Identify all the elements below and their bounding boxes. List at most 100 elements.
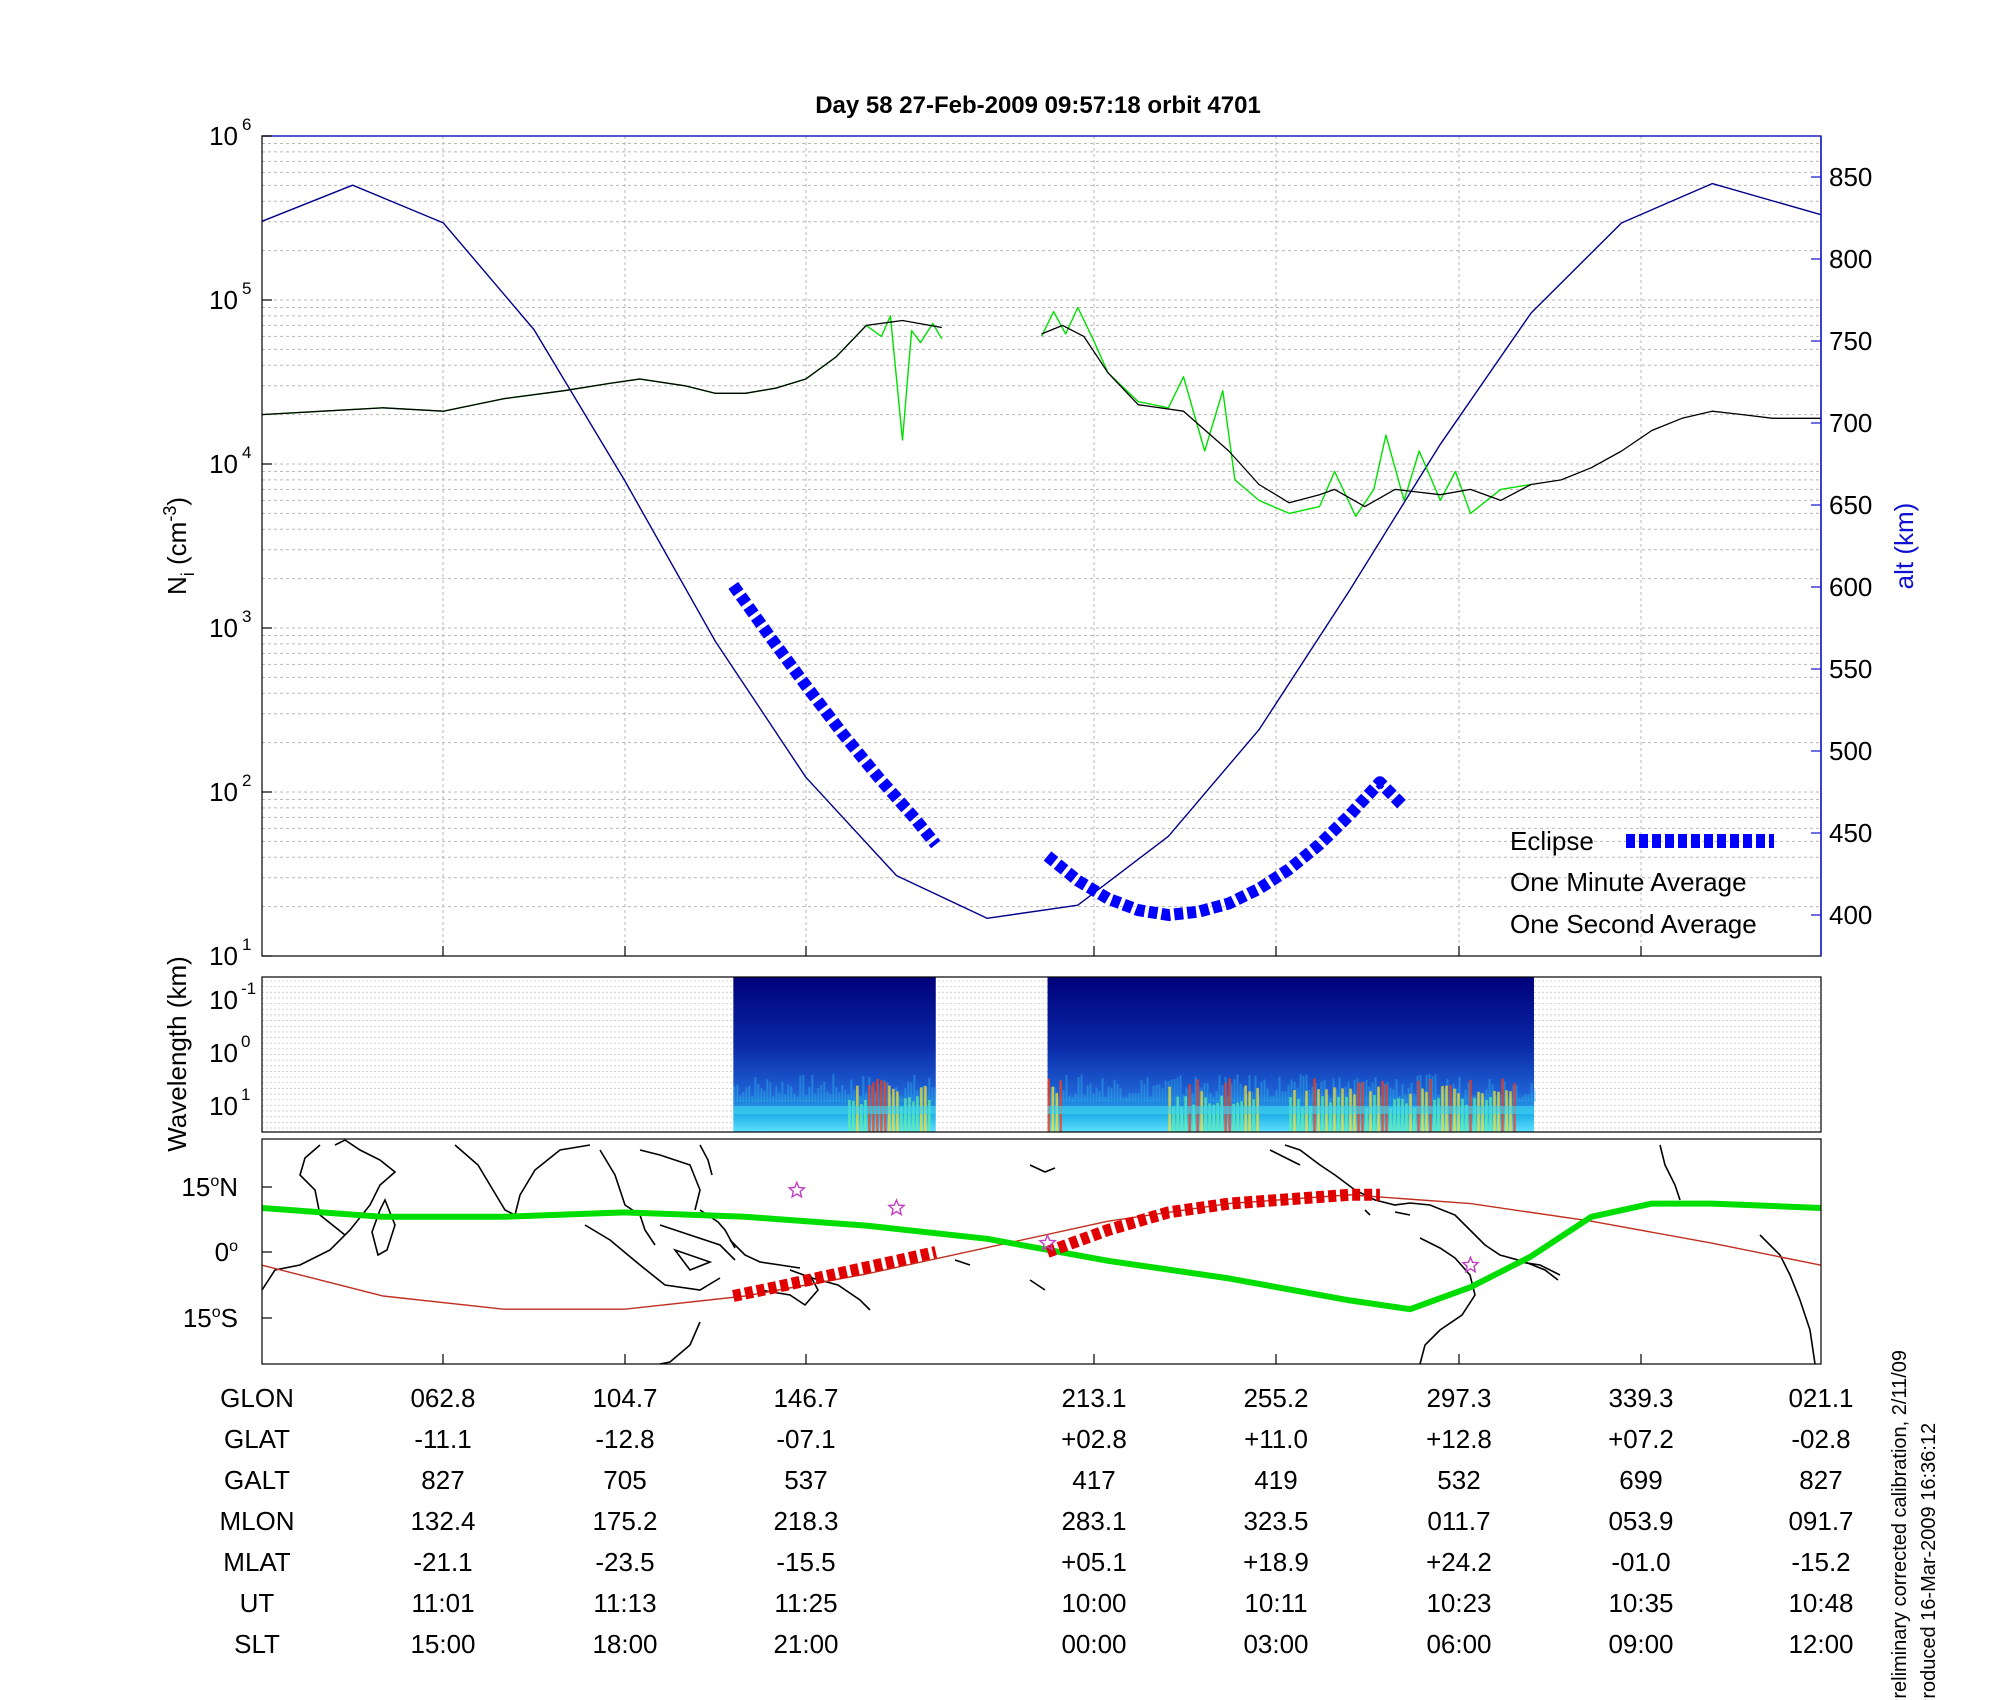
density-xticks — [442, 946, 1642, 956]
spectrogram-streak — [1122, 1097, 1125, 1102]
altitude-tick-label: 600 — [1829, 572, 1872, 602]
spectrogram-streak — [844, 1090, 847, 1102]
spectrogram-streak — [1404, 1094, 1407, 1102]
table-cell: 18:00 — [592, 1629, 657, 1659]
table-cell: 417 — [1072, 1465, 1115, 1495]
map-tracks — [261, 1180, 1822, 1313]
table-cell: 10:00 — [1061, 1588, 1126, 1618]
spectrogram-streak — [1503, 1081, 1506, 1102]
table-cell: +11.0 — [1244, 1424, 1308, 1454]
table-cell: -01.0 — [1611, 1547, 1670, 1577]
spectrogram-hotspot — [1240, 1101, 1243, 1132]
spectrogram-streak — [742, 1092, 745, 1102]
spectrogram-hotspot — [1489, 1097, 1492, 1132]
spectrogram-streak — [814, 1093, 817, 1102]
spectrogram-streak — [1464, 1089, 1467, 1102]
table-cell: -07.1 — [776, 1424, 835, 1454]
spectrogram-streak — [823, 1081, 826, 1102]
spectrogram-ylabel: Wavelength (km) — [162, 956, 192, 1152]
spectrogram-streak — [1095, 1087, 1098, 1102]
spectrogram-streak — [790, 1086, 793, 1102]
spectrogram-hotspot — [1232, 1103, 1235, 1132]
spectrogram-streak — [1125, 1097, 1128, 1102]
table-row-label: GLON — [220, 1383, 294, 1413]
spectrogram-hotspot — [852, 1100, 855, 1132]
table-row-label: MLON — [219, 1506, 294, 1536]
spectrogram-hotspot — [1289, 1096, 1292, 1132]
table-cell: 10:48 — [1788, 1588, 1853, 1618]
table-cell: 323.5 — [1243, 1506, 1308, 1536]
spectrogram-streak — [1299, 1074, 1302, 1102]
spectrogram-streak — [781, 1081, 784, 1102]
table-cell: 705 — [603, 1465, 646, 1495]
spectrogram-hotspot — [1184, 1096, 1187, 1132]
table-cell: 21:00 — [773, 1629, 838, 1659]
spectrogram-hotspot — [1405, 1103, 1408, 1132]
spectrogram-streak — [862, 1075, 865, 1102]
spectrogram-streak — [1158, 1084, 1161, 1102]
table-row-label: GALT — [224, 1465, 290, 1495]
density-ylabel-symbol: N — [162, 576, 192, 595]
spectrogram-tick-label: 10 — [209, 1038, 238, 1068]
spectrogram-streak — [1116, 1083, 1119, 1102]
table-cell: +05.1 — [1061, 1547, 1127, 1577]
spectrogram-hotspot — [876, 1078, 879, 1132]
spectrogram-streak — [820, 1084, 823, 1102]
table-cell: 00:00 — [1061, 1629, 1126, 1659]
spectrogram-streak — [1311, 1087, 1314, 1102]
spectrogram-streak — [1110, 1087, 1113, 1102]
coastlines — [261, 1139, 1816, 1365]
spectrogram-streak — [1401, 1084, 1404, 1102]
spectrogram-hotspot — [1485, 1100, 1488, 1132]
spectrogram-hotspot — [1321, 1096, 1324, 1132]
spectrogram-hotspot — [1461, 1099, 1464, 1132]
spectrogram-streak — [1365, 1079, 1368, 1102]
spectrogram-baseband — [733, 1106, 936, 1114]
spectrogram-streak — [907, 1081, 910, 1102]
spectrogram-streak — [1263, 1079, 1266, 1102]
spectrogram-streak — [1242, 1087, 1245, 1102]
spectrogram-streak — [865, 1092, 868, 1102]
spectrogram-streak — [1164, 1080, 1167, 1102]
latitude-tick-label: 0o — [215, 1237, 238, 1267]
table-cell: -15.5 — [776, 1547, 835, 1577]
spectrogram-streak — [1410, 1082, 1413, 1102]
spectrogram-tick-exponent: 0 — [241, 1032, 250, 1051]
table-cell: 053.9 — [1608, 1506, 1673, 1536]
spectrogram-streak — [1260, 1081, 1263, 1102]
spectrogram-hotspot — [1429, 1079, 1432, 1132]
spectrogram-streak — [1521, 1096, 1524, 1102]
spectrogram-streak — [1359, 1082, 1362, 1102]
table-cell: -12.8 — [595, 1424, 654, 1454]
spectrogram-streak — [799, 1075, 802, 1102]
spectrogram-streak — [1083, 1095, 1086, 1102]
altitude-tick-label: 550 — [1829, 654, 1872, 684]
spectrogram-hotspot — [1469, 1079, 1472, 1132]
spectrogram-hotspot — [1329, 1102, 1332, 1132]
density-ylabel: Ni (cm-3) — [160, 497, 198, 595]
spectrogram-streak — [1209, 1093, 1212, 1102]
spectrogram-hotspot — [1313, 1078, 1316, 1132]
table-cell: 218.3 — [773, 1506, 838, 1536]
chart-title: Day 58 27-Feb-2009 09:57:18 orbit 4701 — [815, 92, 1261, 119]
table-cell: 15:00 — [410, 1629, 475, 1659]
spectrogram-hotspot — [1365, 1107, 1368, 1132]
spectrogram-streak — [1275, 1090, 1278, 1102]
altitude-tick-label: 750 — [1829, 326, 1872, 356]
spectrogram-streak — [802, 1074, 805, 1102]
spectrogram-streak — [886, 1082, 889, 1102]
spectrogram-streak — [1155, 1084, 1158, 1102]
station-star-marker — [887, 1198, 906, 1216]
density-plot-data — [261, 182, 1822, 921]
spectrogram-tick-label: 10 — [209, 985, 238, 1015]
spectrogram-streak — [1251, 1091, 1254, 1102]
spectrogram-hotspot — [1192, 1104, 1195, 1132]
spectrogram-streak — [1248, 1075, 1251, 1102]
spectrogram-hotspot — [1212, 1104, 1215, 1132]
spectrogram-streak — [1347, 1082, 1350, 1102]
latitude-tick-label: 15oS — [183, 1303, 238, 1333]
spectrogram-streak — [838, 1092, 841, 1102]
table-cell: 297.3 — [1426, 1383, 1491, 1413]
table-cell: -21.1 — [413, 1547, 472, 1577]
spectrogram-hotspot — [1252, 1099, 1255, 1132]
